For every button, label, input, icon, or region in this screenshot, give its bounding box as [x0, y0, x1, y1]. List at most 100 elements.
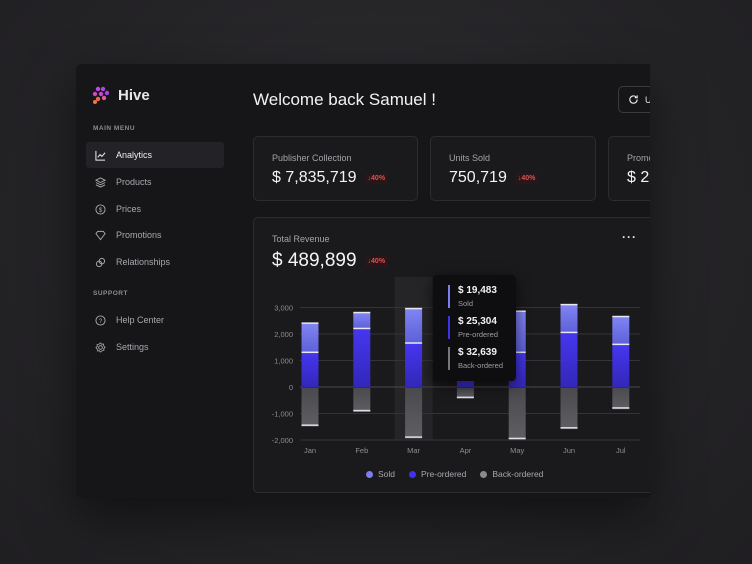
sidebar-item-label: Settings: [116, 342, 149, 352]
sidebar-item-settings[interactable]: Settings: [86, 334, 224, 360]
sidebar-item-prices[interactable]: $ Prices: [86, 196, 224, 222]
legend-preordered[interactable]: Pre-ordered: [409, 469, 466, 479]
bar-backordered-Apr: [456, 388, 474, 399]
x-tick-label: Feb: [355, 446, 368, 455]
x-tick-label: Jul: [616, 446, 626, 455]
sidebar-item-relationships[interactable]: Relationships: [86, 249, 224, 275]
sidebar-item-label: Analytics: [116, 150, 153, 160]
update-button[interactable]: U: [618, 86, 650, 113]
tooltip-label: Pre-ordered: [458, 330, 499, 339]
y-tick-label: 2,000: [274, 330, 293, 339]
sidebar-item-analytics[interactable]: Analytics: [86, 142, 224, 168]
page-title: Welcome back Samuel !: [253, 90, 436, 109]
card-value: 750,719: [449, 169, 507, 186]
chart-legend: Sold Pre-ordered Back-ordered: [366, 469, 543, 479]
more-options-icon[interactable]: ···: [622, 230, 637, 244]
sidebar-item-label: Promotions: [116, 230, 162, 240]
card-promotions: Promo $ 2,: [608, 136, 650, 201]
gear-icon: [95, 341, 106, 353]
bar-backordered-Mar: [405, 388, 423, 439]
bar-preordered-Apr: [456, 379, 474, 387]
legend-sold[interactable]: Sold: [366, 469, 395, 479]
bar-backordered-Jan: [301, 388, 319, 427]
update-label: U: [645, 94, 650, 105]
y-tick-label: -1,000: [272, 410, 293, 419]
x-tick-label: Apr: [460, 446, 472, 455]
revenue-value: $ 489,899: [272, 250, 357, 271]
bar-divider: [612, 343, 630, 346]
y-tick-label: -2,000: [272, 436, 293, 445]
svg-text:$: $: [99, 206, 103, 213]
app-window: Hive MAIN MENU Analytics Products $ Pric…: [76, 64, 650, 498]
sidebar-item-label: Relationships: [116, 257, 171, 267]
bar-sold-Jul: [612, 316, 630, 345]
bar-preordered-Jun: [560, 332, 578, 387]
card-label: Promo: [627, 153, 650, 163]
chart-line-icon: [95, 150, 106, 161]
bar-cap: [560, 303, 578, 306]
change-badge: ↓40%: [364, 172, 389, 184]
bar-backordered-Feb: [353, 388, 371, 412]
x-tick-label: Mar: [407, 446, 420, 455]
app-name: Hive: [118, 86, 150, 104]
bar-divider: [301, 351, 319, 354]
hive-logo-icon: [92, 86, 110, 104]
sidebar-item-label: Help Center: [116, 315, 165, 325]
sidebar-item-help-center[interactable]: ? Help Center: [86, 307, 224, 333]
bar-cap: [612, 407, 630, 409]
tooltip-value: $ 19,483: [458, 285, 497, 296]
main-menu-label: MAIN MENU: [93, 125, 136, 132]
layers-icon: [95, 176, 106, 188]
bar-backordered-Jun: [560, 388, 578, 430]
bar-cap: [508, 310, 526, 312]
y-tick-label: 3,000: [274, 304, 293, 313]
y-tick-label: 0: [289, 383, 293, 392]
legend-backordered[interactable]: Back-ordered: [480, 469, 543, 479]
y-tick-label: 1,000: [274, 357, 293, 366]
bar-cap: [353, 409, 371, 412]
bar-cap: [405, 307, 423, 310]
tooltip-value: $ 32,639: [458, 347, 497, 358]
card-units-sold: Units Sold 750,719 ↓40%: [430, 136, 596, 201]
dollar-circle-icon: $: [95, 203, 106, 215]
help-icon: ?: [95, 314, 106, 326]
bar-sold-Feb: [353, 312, 371, 329]
refresh-icon: [629, 95, 638, 104]
card-label: Publisher Collection: [272, 153, 352, 163]
logo[interactable]: Hive: [92, 86, 150, 104]
bar-cap: [353, 311, 371, 314]
x-tick-label: May: [510, 446, 524, 455]
support-label: SUPPORT: [93, 290, 128, 297]
bar-sold-Jun: [560, 304, 578, 333]
bar-cap: [405, 436, 423, 438]
bar-divider: [405, 342, 423, 344]
card-value: $ 2,: [627, 169, 650, 186]
bar-cap: [508, 437, 526, 440]
chart-tooltip: $ 19,483 Sold $ 25,304 Pre-ordered $ 32,63…: [433, 275, 516, 381]
card-value: $ 7,835,719: [272, 169, 357, 186]
bar-backordered-Jul: [612, 388, 630, 410]
x-tick-label: Jun: [563, 446, 575, 455]
bar-sold-Jan: [301, 323, 319, 353]
bar-cap: [612, 315, 630, 318]
bar-preordered-Jul: [612, 344, 630, 387]
bar-backordered-May: [508, 388, 526, 440]
bar-cap: [456, 396, 474, 399]
bar-sold-Mar: [405, 308, 423, 344]
change-badge: ↓40%: [364, 255, 389, 267]
bar-divider: [508, 351, 526, 354]
card-publisher-collection: Publisher Collection $ 7,835,719 ↓40%: [253, 136, 418, 201]
sidebar-item-label: Prices: [116, 204, 142, 214]
sidebar-item-products[interactable]: Products: [86, 169, 224, 195]
bar-preordered-Feb: [353, 328, 371, 387]
sidebar-item-promotions[interactable]: Promotions: [86, 222, 224, 248]
change-badge: ↓40%: [514, 172, 539, 184]
sidebar-item-label: Products: [116, 177, 152, 187]
bar-divider: [560, 331, 578, 334]
bar-preordered-Mar: [405, 343, 423, 387]
card-label: Units Sold: [449, 153, 491, 163]
svg-text:?: ?: [99, 317, 103, 324]
tooltip-label: Back-ordered: [458, 361, 504, 370]
bar-cap: [301, 424, 319, 426]
